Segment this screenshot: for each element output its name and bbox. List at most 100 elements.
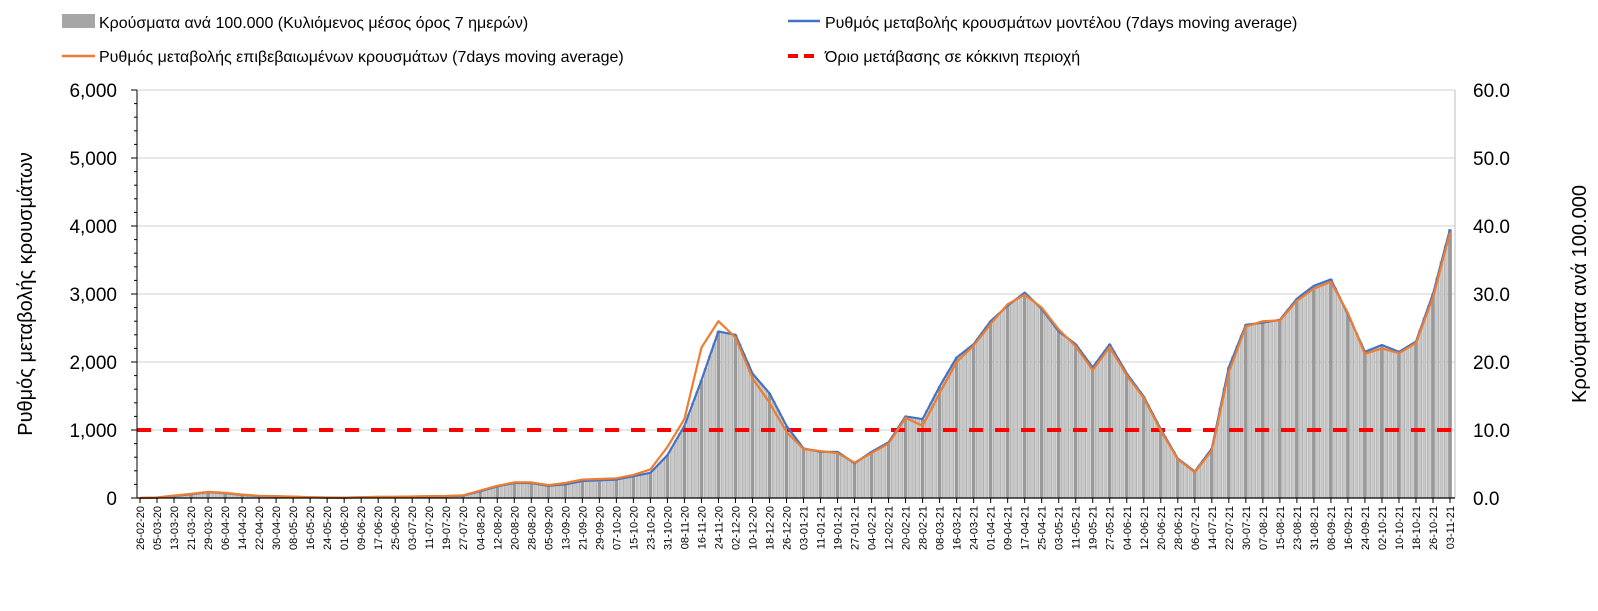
bar <box>504 485 507 498</box>
bar <box>1083 356 1086 498</box>
bar <box>1283 315 1286 498</box>
bar <box>1032 301 1035 498</box>
bar <box>1410 344 1413 498</box>
bar <box>534 484 537 498</box>
y-tick-label-left: 0 <box>106 489 117 510</box>
bar <box>1389 348 1392 498</box>
bar <box>1159 429 1162 498</box>
bar <box>734 335 737 498</box>
x-tick-label: 04-02-21 <box>867 506 879 550</box>
x-tick-label: 08-11-20 <box>679 506 691 549</box>
bar <box>1176 459 1179 498</box>
bar <box>1334 288 1337 498</box>
x-tick-label: 20-02-21 <box>901 506 913 550</box>
bar <box>576 482 579 498</box>
bar <box>819 452 822 498</box>
x-tick-label: 25-04-21 <box>1037 506 1049 550</box>
x-tick-label: 16-03-21 <box>952 506 964 550</box>
x-tick-label: 19-01-21 <box>833 506 845 550</box>
bar <box>751 374 754 498</box>
bar <box>1019 296 1022 498</box>
bar <box>832 452 835 498</box>
y-tick-label-left: 5,000 <box>69 149 117 170</box>
bar <box>1193 471 1196 498</box>
x-tick-label: 03-07-20 <box>407 506 419 550</box>
x-tick-label: 22-07-21 <box>1224 506 1236 550</box>
bar <box>989 321 992 498</box>
bar <box>1027 297 1030 498</box>
bar <box>938 386 941 498</box>
bar <box>1036 305 1039 498</box>
x-tick-label: 03-01-21 <box>799 506 811 550</box>
x-tick-label: 05-09-20 <box>543 506 555 550</box>
x-tick-label: 30-04-20 <box>271 506 283 550</box>
y-tick-label-right: 20.0 <box>1473 353 1510 374</box>
bar <box>1210 448 1213 498</box>
x-tick-label: 14-07-21 <box>1207 506 1219 550</box>
x-tick-label: 13-09-20 <box>560 506 572 550</box>
bar <box>1168 444 1171 498</box>
bar <box>725 333 728 498</box>
bar <box>645 474 648 498</box>
bar <box>1070 341 1073 498</box>
bar <box>602 480 605 498</box>
bar <box>789 432 792 498</box>
bar <box>513 483 516 498</box>
x-tick-label: 27-05-21 <box>1105 506 1117 550</box>
bar <box>1134 385 1137 498</box>
bar <box>1074 344 1077 498</box>
x-tick-label: 14-04-20 <box>237 506 249 550</box>
bar <box>1006 306 1009 498</box>
x-tick-label: 16-11-20 <box>696 506 708 549</box>
bar <box>696 392 699 498</box>
bar <box>959 354 962 498</box>
x-tick-label: 06-04-20 <box>220 506 232 550</box>
x-tick-label: 04-06-21 <box>1122 506 1134 550</box>
bar <box>1244 325 1247 498</box>
bar <box>662 460 665 498</box>
bar <box>840 455 843 498</box>
bar <box>1223 388 1226 498</box>
bar <box>1253 324 1256 498</box>
x-tick-label: 28-06-21 <box>1173 506 1185 550</box>
bar <box>1414 342 1417 498</box>
bar <box>1125 374 1128 498</box>
bar <box>1325 281 1328 498</box>
x-tick-label: 22-04-20 <box>254 506 266 550</box>
bar <box>589 481 592 498</box>
x-tick-label: 16-05-20 <box>305 506 317 550</box>
bar <box>572 483 575 498</box>
bar <box>895 429 898 498</box>
x-tick-label: 04-08-20 <box>475 506 487 550</box>
bar <box>1406 347 1409 498</box>
x-tick-label: 31-10-20 <box>662 506 674 550</box>
bar <box>1053 326 1056 498</box>
x-tick-label: 11-05-21 <box>1071 506 1083 549</box>
bar <box>972 344 975 498</box>
bar <box>657 464 660 498</box>
x-tick-label: 09-04-21 <box>1003 506 1015 550</box>
bar <box>640 475 643 498</box>
x-tick-label: 10-10-21 <box>1394 506 1406 550</box>
bar <box>955 357 958 498</box>
bar <box>981 333 984 498</box>
bar <box>798 443 801 498</box>
bar <box>1295 299 1298 498</box>
bar <box>1436 278 1439 498</box>
bar <box>687 415 690 498</box>
x-tick-label: 05-03-20 <box>152 506 164 550</box>
bar <box>598 480 601 498</box>
x-tick-label: 26-10-21 <box>1428 506 1440 550</box>
bar <box>1355 333 1358 498</box>
x-tick-label: 15-08-21 <box>1275 506 1287 550</box>
bar <box>1397 352 1400 498</box>
bar <box>555 485 558 498</box>
bar <box>776 410 779 498</box>
bar <box>1248 324 1251 498</box>
x-tick-label: 17-04-21 <box>1020 506 1032 550</box>
bar <box>934 395 937 498</box>
bar <box>738 344 741 498</box>
bar <box>1308 289 1311 498</box>
bar <box>581 481 584 498</box>
